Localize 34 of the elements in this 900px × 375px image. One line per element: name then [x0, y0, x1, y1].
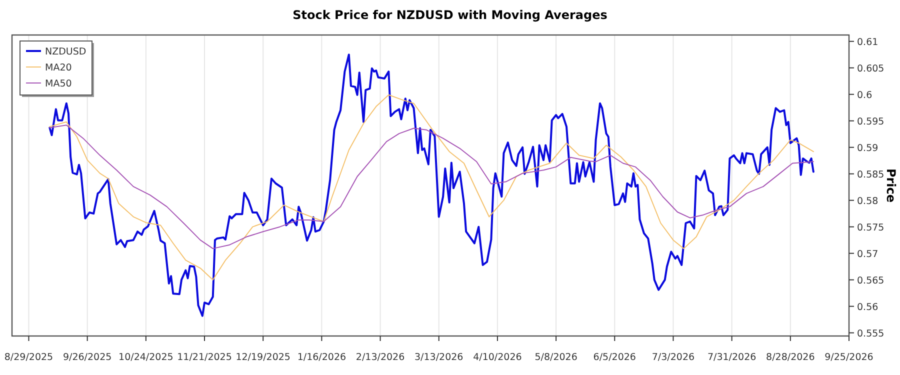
- x-tick-label: 9/25/2026: [824, 352, 874, 363]
- y-tick-label: 0.59: [857, 142, 878, 154]
- x-tick-label: 9/26/2025: [62, 352, 112, 363]
- x-tick-label: 10/24/2025: [118, 352, 174, 363]
- x-tick-label: 5/8/2026: [534, 352, 578, 363]
- x-tick-label: 12/19/2025: [236, 352, 290, 363]
- y-tick-label: 0.555: [857, 328, 884, 340]
- y-tick-label: 0.58: [857, 196, 878, 207]
- x-tick-label: 6/5/2026: [593, 352, 636, 363]
- y-tick-label: 0.565: [857, 275, 884, 286]
- legend-label: MA50: [45, 78, 72, 90]
- y-tick-label: 0.605: [857, 63, 884, 74]
- x-tick-label: 1/16/2026: [297, 352, 346, 363]
- y-axis-title: Price: [884, 168, 898, 203]
- x-tick-label: 4/10/2026: [473, 352, 522, 363]
- x-tick-label: 2/13/2026: [356, 352, 405, 363]
- y-tick-label: 0.595: [857, 116, 884, 128]
- x-tick-label: 7/31/2026: [707, 352, 756, 363]
- x-tick-label: 8/29/2025: [4, 352, 54, 363]
- line-series: [49, 94, 814, 280]
- y-tick-label: 0.56: [857, 302, 878, 313]
- y-tick-label: 0.57: [857, 248, 878, 260]
- x-tick-label: 7/3/2026: [652, 352, 695, 363]
- chart-title: Stock Price for NZDUSD with Moving Averages: [292, 8, 608, 22]
- y-tick-label: 0.61: [857, 36, 878, 48]
- y-tick-label: 0.585: [857, 169, 884, 180]
- line-series: [49, 124, 814, 250]
- x-tick-label: 8/28/2026: [766, 352, 815, 363]
- y-tick-label: 0.6: [857, 90, 872, 101]
- x-tick-label: 3/13/2026: [414, 352, 464, 363]
- y-tick-label: 0.575: [857, 222, 884, 234]
- legend-label: MA20: [45, 62, 72, 74]
- legend-label: NZDUSD: [45, 46, 86, 58]
- x-tick-label: 11/21/2025: [177, 352, 232, 363]
